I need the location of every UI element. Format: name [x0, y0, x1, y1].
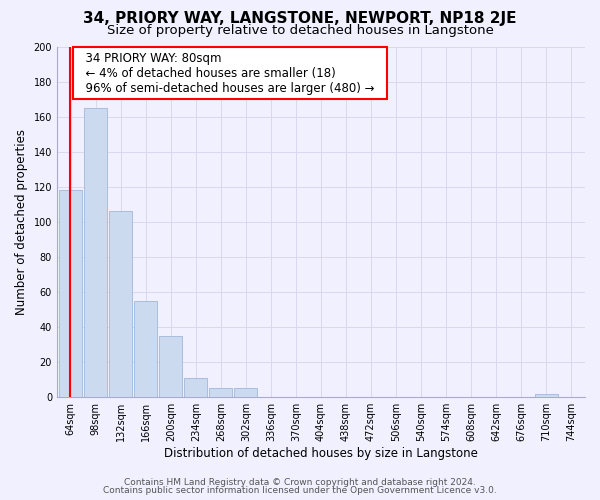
Bar [235, 388, 257, 397]
Bar [184, 378, 208, 397]
Bar [84, 108, 107, 397]
Bar [159, 336, 182, 397]
Text: Contains HM Land Registry data © Crown copyright and database right 2024.: Contains HM Land Registry data © Crown c… [124, 478, 476, 487]
Text: 34, PRIORY WAY, LANGSTONE, NEWPORT, NP18 2JE: 34, PRIORY WAY, LANGSTONE, NEWPORT, NP18… [83, 11, 517, 26]
Bar [59, 190, 82, 397]
Bar [209, 388, 232, 397]
Text: Size of property relative to detached houses in Langstone: Size of property relative to detached ho… [107, 24, 493, 37]
X-axis label: Distribution of detached houses by size in Langstone: Distribution of detached houses by size … [164, 447, 478, 460]
Text: 34 PRIORY WAY: 80sqm
  ← 4% of detached houses are smaller (18)
  96% of semi-de: 34 PRIORY WAY: 80sqm ← 4% of detached ho… [78, 52, 382, 95]
Bar [134, 301, 157, 397]
Y-axis label: Number of detached properties: Number of detached properties [15, 129, 28, 315]
Bar [109, 212, 132, 397]
Bar [535, 394, 558, 397]
Text: Contains public sector information licensed under the Open Government Licence v3: Contains public sector information licen… [103, 486, 497, 495]
